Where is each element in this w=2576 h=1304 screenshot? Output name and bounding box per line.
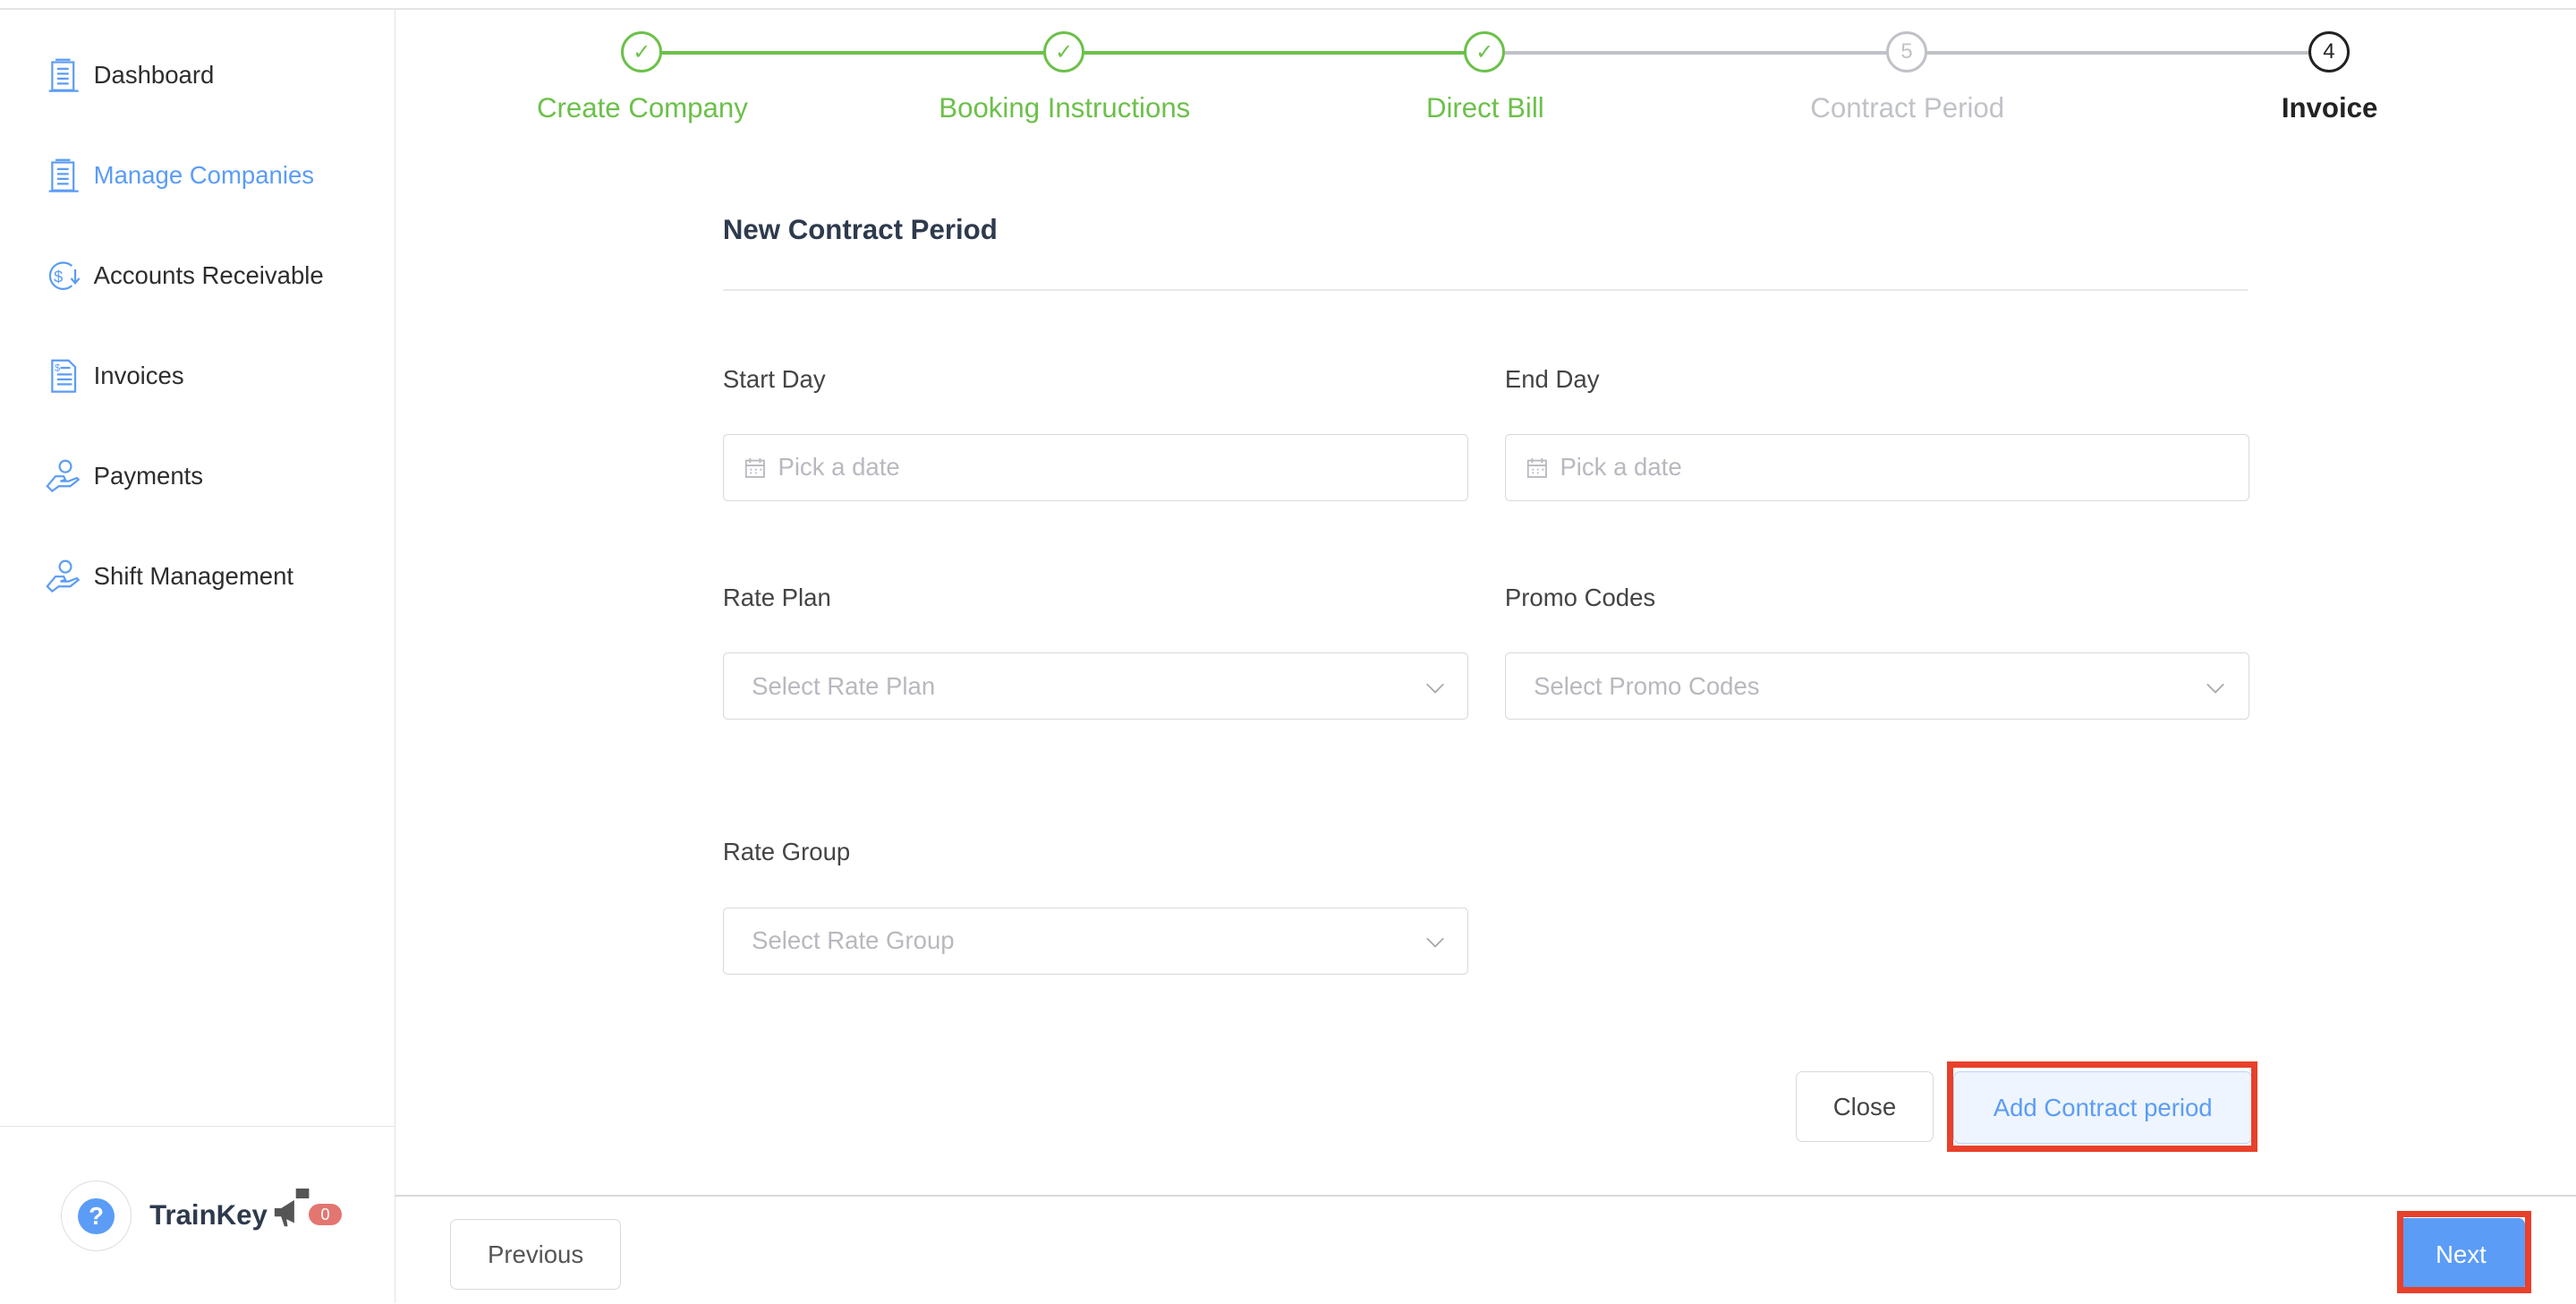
sidebar-item-invoices[interactable]: $ Invoices — [46, 356, 184, 396]
brand-name: TrainKey — [149, 1198, 268, 1231]
svg-text:$: $ — [55, 268, 64, 286]
rate-plan-select[interactable]: Select Rate Plan — [722, 652, 1469, 720]
next-button[interactable]: Next — [2396, 1217, 2526, 1292]
step-label[interactable]: Invoice — [2281, 91, 2378, 124]
check-icon[interactable]: ✓ — [1463, 30, 1506, 73]
calendar-icon — [744, 456, 767, 480]
chevron-down-icon — [1425, 929, 1445, 958]
notification-badge: 0 — [309, 1204, 342, 1225]
promo-codes-select[interactable]: Select Promo Codes — [1504, 652, 2249, 720]
rate-plan-placeholder: Select Rate Plan — [752, 671, 936, 700]
hand-coin-icon — [46, 458, 81, 494]
sidebar-item-label: Invoices — [93, 362, 184, 390]
previous-button[interactable]: Previous — [450, 1219, 622, 1291]
form-title: New Contract Period — [722, 213, 998, 245]
footer-divider — [394, 1194, 2576, 1197]
step-number[interactable]: 5 — [1885, 30, 1928, 73]
megaphone-icon[interactable] — [273, 1189, 312, 1239]
sidebar-item-shift-management[interactable]: Shift Management — [46, 557, 293, 596]
promo-codes-label: Promo Codes — [1504, 583, 1656, 611]
check-icon[interactable]: ✓ — [621, 30, 663, 73]
sidebar-item-accounts-receivable[interactable]: $ Accounts Receivable — [46, 256, 324, 295]
check-icon[interactable]: ✓ — [1042, 30, 1085, 73]
svg-text:$: $ — [55, 363, 61, 374]
top-border — [0, 8, 2576, 10]
divider — [722, 289, 2248, 291]
rate-group-select[interactable]: Select Rate Group — [722, 907, 1469, 975]
promo-codes-placeholder: Select Promo Codes — [1534, 671, 1760, 700]
chevron-down-icon — [1425, 675, 1445, 703]
step-number[interactable]: 4 — [2308, 30, 2351, 73]
step-label[interactable]: Contract Period — [1810, 91, 2005, 124]
chevron-down-icon — [2206, 675, 2225, 703]
step-label[interactable]: Direct Bill — [1425, 91, 1544, 124]
rate-plan-label: Rate Plan — [722, 583, 831, 611]
rate-group-label: Rate Group — [722, 838, 851, 866]
rate-group-placeholder: Select Rate Group — [752, 926, 955, 955]
close-button[interactable]: Close — [1795, 1071, 1934, 1143]
sidebar-item-manage-companies[interactable]: Manage Companies — [46, 156, 314, 195]
add-contract-period-button[interactable]: Add Contract period — [1953, 1071, 2253, 1144]
calendar-icon — [1526, 456, 1549, 480]
sidebar-item-label: Accounts Receivable — [93, 261, 324, 290]
start-day-label: Start Day — [722, 364, 826, 393]
sidebar-item-label: Manage Companies — [93, 161, 315, 190]
step-label[interactable]: Booking Instructions — [939, 91, 1191, 124]
sidebar-item-label: Dashboard — [93, 61, 215, 89]
sidebar: Dashboard Manage Companies $ Accounts Re… — [0, 10, 395, 1304]
help-button[interactable]: ? — [60, 1180, 132, 1252]
building-icon — [46, 158, 81, 193]
sidebar-footer: ? TrainKey 0 — [0, 1125, 395, 1304]
start-day-input[interactable]: Pick a date — [722, 433, 1469, 501]
hand-coin-icon — [46, 558, 81, 594]
dollar-cycle-icon: $ — [46, 258, 81, 294]
sidebar-item-dashboard[interactable]: Dashboard — [46, 55, 214, 95]
start-day-placeholder: Pick a date — [778, 453, 900, 482]
sidebar-item-payments[interactable]: Payments — [46, 456, 203, 496]
building-icon — [46, 57, 81, 93]
sidebar-item-label: Payments — [93, 462, 204, 490]
invoice-icon: $ — [46, 358, 81, 394]
question-icon: ? — [78, 1197, 115, 1235]
step-label[interactable]: Create Company — [536, 91, 748, 124]
end-day-input[interactable]: Pick a date — [1504, 433, 2249, 501]
end-day-label: End Day — [1504, 364, 1600, 393]
end-day-placeholder: Pick a date — [1560, 453, 1682, 482]
sidebar-item-label: Shift Management — [93, 562, 294, 591]
